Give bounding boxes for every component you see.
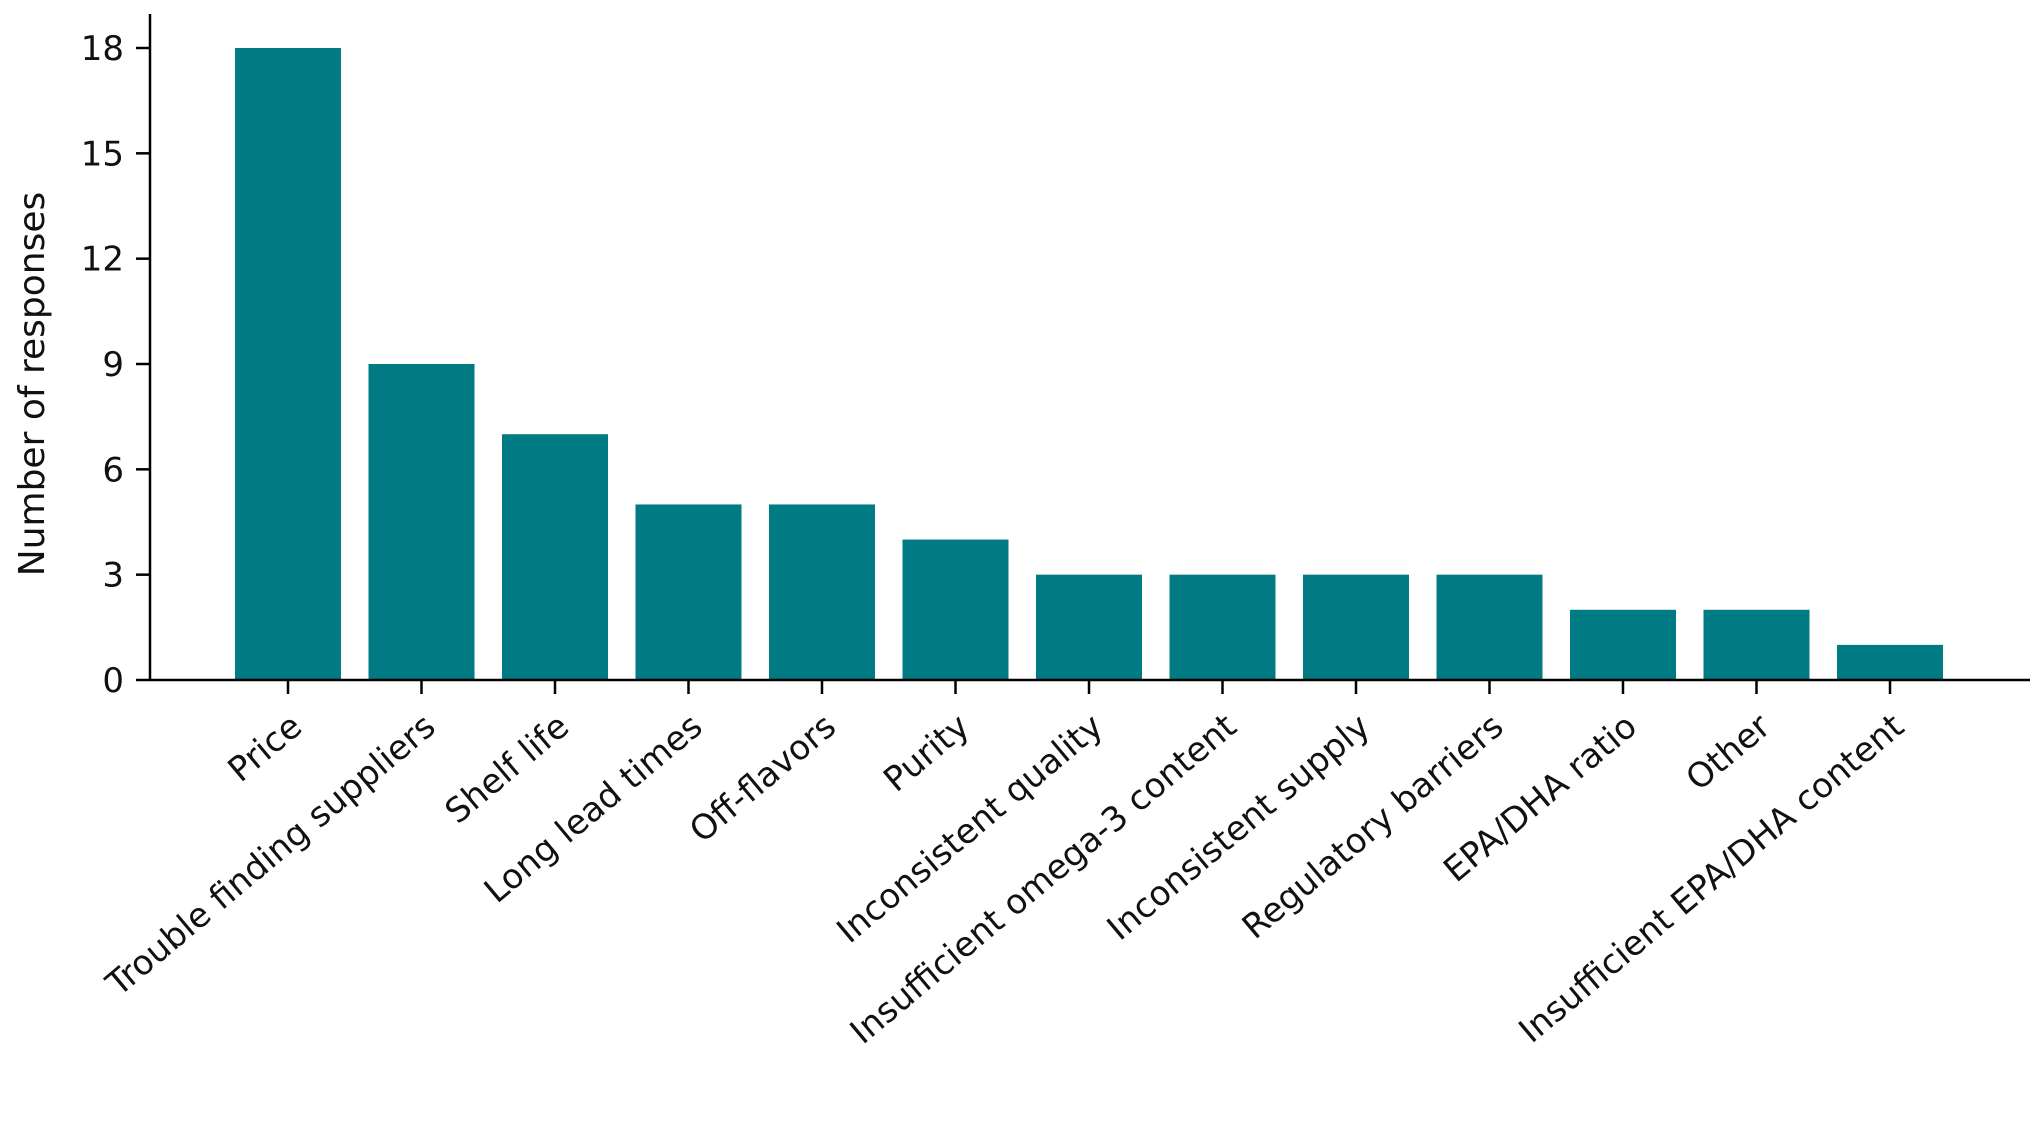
- bar-6: [902, 539, 1009, 680]
- bar-12: [1703, 609, 1810, 680]
- y-axis-title: Number of responses: [12, 192, 53, 576]
- bar-2: [368, 364, 475, 680]
- x-tick-label: Off-flavors: [682, 706, 844, 851]
- x-tick-label: Regulatory barriers: [1235, 706, 1511, 947]
- bars-layer: [235, 48, 1943, 680]
- bar-9: [1303, 574, 1409, 680]
- bar-8: [1169, 574, 1276, 680]
- bar-4: [635, 504, 742, 680]
- y-tick-label: 9: [102, 345, 124, 385]
- y-tick-label: 18: [81, 29, 124, 69]
- y-tick-label: 12: [81, 240, 124, 280]
- bar-13: [1837, 644, 1943, 680]
- y-tick-label: 6: [102, 450, 124, 490]
- bar-7: [1036, 574, 1142, 680]
- x-tick-label: Other: [1679, 706, 1779, 799]
- bar-3: [502, 434, 608, 680]
- x-tick-label: Purity: [876, 706, 977, 800]
- y-tick-label: 0: [102, 661, 124, 701]
- y-axis-ticks: 0 3 6 9 12 15 18: [81, 29, 150, 701]
- bar-1: [235, 48, 341, 680]
- bar-11: [1570, 609, 1676, 680]
- y-tick-label: 3: [102, 556, 124, 596]
- x-tick-label: Long lead times: [477, 706, 710, 911]
- y-tick-label: 15: [81, 134, 124, 174]
- bar-5: [769, 504, 875, 680]
- bar-10: [1436, 574, 1543, 680]
- x-tick-label: Price: [221, 706, 310, 790]
